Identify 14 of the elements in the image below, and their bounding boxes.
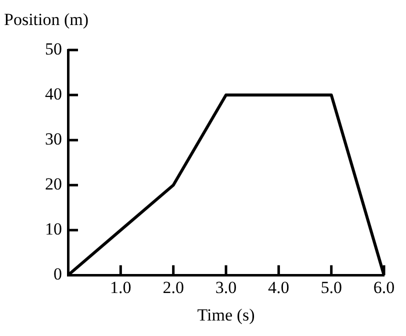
x-tick-label: 4.0 bbox=[268, 278, 290, 297]
x-tick-label: 5.0 bbox=[320, 278, 342, 297]
x-tick-label: 6.0 bbox=[373, 278, 395, 297]
y-tick-label: 50 bbox=[45, 39, 62, 58]
y-tick-label: 10 bbox=[45, 220, 62, 239]
y-tick-label: 20 bbox=[45, 174, 62, 194]
y-tick-label: 30 bbox=[45, 130, 62, 149]
y-axis-title: Position (m) bbox=[4, 10, 89, 29]
y-tick-label: 0 bbox=[54, 264, 62, 284]
x-tick-label: 1.0 bbox=[110, 278, 132, 297]
x-axis-title: Time (s) bbox=[197, 305, 255, 324]
x-tick-label: 3.0 bbox=[215, 278, 237, 297]
x-tick-label: 2.0 bbox=[162, 278, 184, 297]
y-tick-label: 40 bbox=[45, 84, 62, 104]
